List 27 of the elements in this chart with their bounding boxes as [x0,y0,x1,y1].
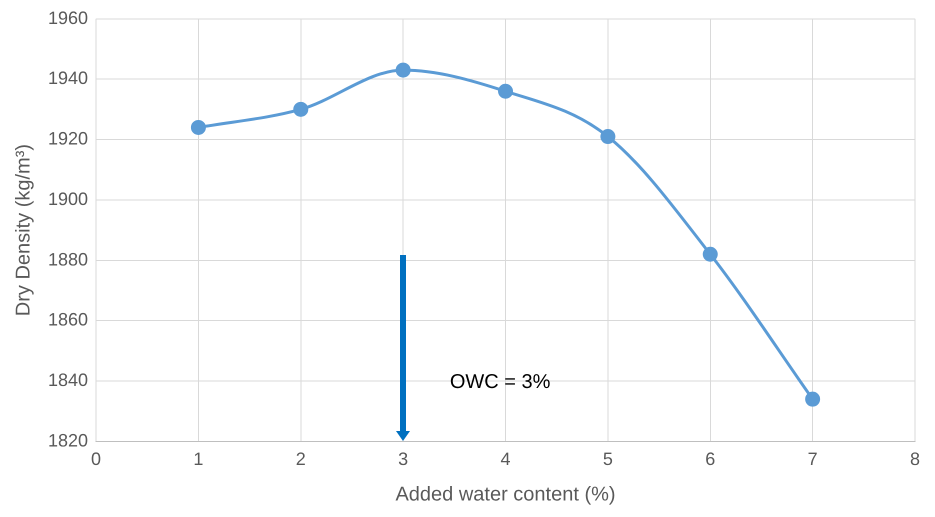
point [702,246,718,262]
point [190,120,206,135]
x-tick-label: 1 [193,449,204,470]
x-axis-title: Added water content (%) [395,484,616,506]
y-tick-label: 1900 [48,188,88,209]
y-tick-label: 1960 [48,8,88,28]
x-tick-label: 5 [602,449,613,470]
y-tick-label: 1820 [48,430,88,450]
x-tick-label: 2 [296,449,306,470]
x-tick-label: 3 [398,449,408,470]
y-tick-label: 1920 [48,128,88,149]
y-axis-title: Dry Density (kg/m³) [12,144,35,316]
annotation: OWC = 3% [450,370,551,393]
x-tick-label: 0 [91,449,102,470]
point [805,392,820,407]
point [293,102,308,117]
point [498,84,514,99]
y-tick-label: 1860 [48,310,88,330]
x-tick-label: 8 [910,449,920,470]
y-tick-label: 1840 [48,370,88,390]
y-tick-label: 1880 [48,249,88,270]
y-tick-label: 1940 [48,68,88,88]
x-tick-label: 7 [808,449,818,470]
x-tick-label: 4 [500,449,511,470]
point [600,129,616,144]
point [396,62,411,78]
x-tick-label: 6 [705,449,716,470]
